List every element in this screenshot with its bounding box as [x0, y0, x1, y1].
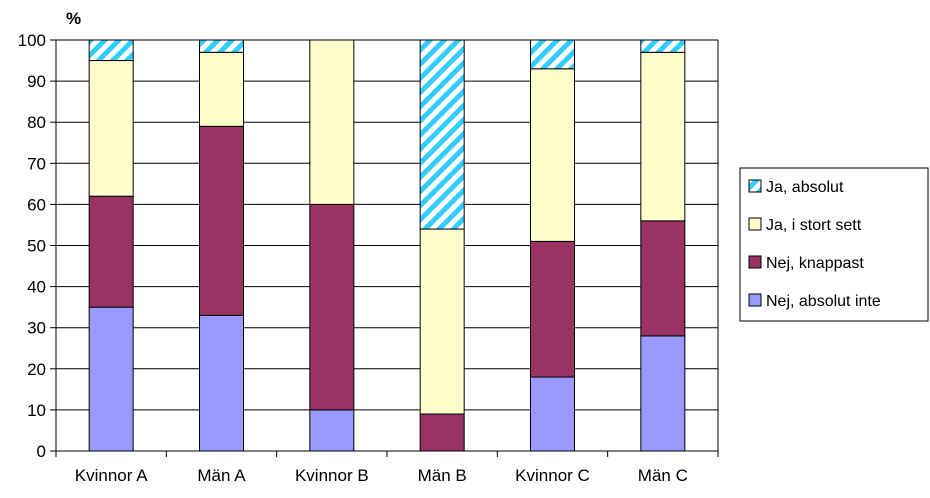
- x-category-label: Kvinnor C: [515, 466, 590, 485]
- bar-segment: [309, 203, 355, 411]
- legend-label: Nej, absolut inte: [766, 293, 881, 310]
- bars: [88, 39, 686, 452]
- legend-box: [739, 167, 929, 322]
- y-tick-label: 20: [27, 360, 46, 379]
- bar-segment: [530, 376, 575, 452]
- bar-segment: [309, 409, 355, 452]
- y-tick-label: 80: [27, 113, 46, 132]
- bar-segment: [640, 51, 686, 222]
- x-category-label: Kvinnor A: [75, 466, 148, 485]
- bar-segment: [88, 195, 134, 308]
- legend-label: Ja, i stort sett: [766, 217, 862, 234]
- bar-segment: [199, 51, 244, 127]
- bar-segment: [640, 335, 686, 452]
- y-axis-unit-label: %: [66, 9, 81, 28]
- bar-segment: [199, 39, 244, 53]
- legend-swatch: [748, 255, 762, 269]
- y-tick-label: 0: [37, 442, 46, 461]
- y-tick-label: 100: [18, 31, 46, 50]
- legend: Ja, absolut Ja, i stort sett Nej, knappast…: [739, 167, 929, 322]
- y-tick-label: 50: [27, 237, 46, 256]
- y-tick-label: 40: [27, 278, 46, 297]
- x-category-label: Män B: [418, 466, 467, 485]
- legend-label: Ja, absolut: [766, 179, 844, 196]
- bar-segment: [530, 68, 575, 242]
- bar-segment: [419, 39, 465, 230]
- y-tick-label: 90: [27, 72, 46, 91]
- y-tick-label: 30: [27, 319, 46, 338]
- legend-swatch: [748, 179, 762, 193]
- axes: 0 10 20 30 40 50 60 70 80 90 100 Kvinnor A Män A Kvin…: [18, 31, 719, 485]
- bar-segment: [419, 228, 465, 415]
- y-tick-label: 10: [27, 401, 46, 420]
- y-tick-label: 70: [27, 154, 46, 173]
- bar-segment: [419, 413, 465, 452]
- bar-segment: [640, 220, 686, 337]
- legend-label: Nej, knappast: [766, 255, 864, 272]
- x-category-label: Kvinnor B: [295, 466, 369, 485]
- x-category-label: Män A: [197, 466, 246, 485]
- x-category-label: Män C: [638, 466, 688, 485]
- y-tick-label: 60: [27, 195, 46, 214]
- legend-swatch: [748, 293, 762, 307]
- bar-segment: [88, 306, 134, 452]
- bar-segment: [88, 39, 134, 62]
- bar-segment: [309, 39, 355, 205]
- bar-segment: [199, 314, 244, 452]
- legend-swatch: [748, 217, 762, 231]
- bar-segment: [640, 39, 686, 53]
- gridlines: [56, 39, 719, 451]
- bar-segment: [530, 240, 575, 378]
- bar-segment: [88, 60, 134, 197]
- bar-segment: [530, 39, 575, 70]
- bar-segment: [199, 125, 244, 316]
